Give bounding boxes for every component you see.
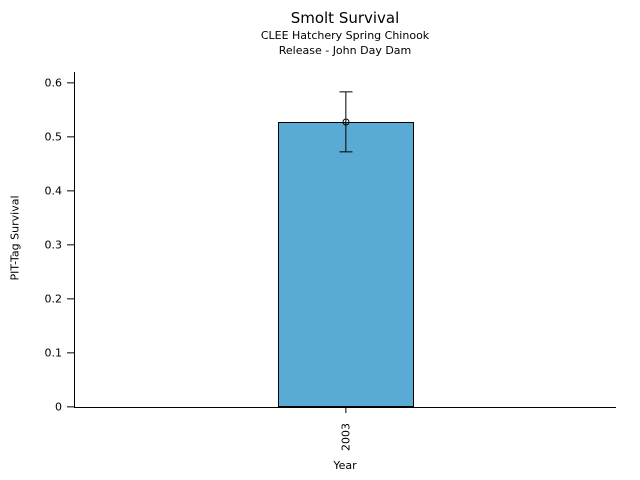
y-axis-tick-label: 0.2: [44, 292, 63, 306]
error-bar-cap-upper: [339, 91, 352, 93]
chart-title: Smolt Survival: [290, 9, 400, 27]
chart-subtitle-line-2: Release - John Day Dam: [278, 44, 412, 57]
y-axis-tick-label: 0.1: [44, 346, 63, 360]
y-axis-tick: [67, 136, 74, 138]
bar-2003: [277, 121, 414, 407]
y-axis-tick-label: 0.5: [44, 130, 63, 144]
x-axis-label: Year: [333, 459, 357, 472]
y-axis-tick-label: 0.6: [44, 76, 63, 90]
y-axis-tick: [67, 82, 74, 84]
point-estimate-marker: [342, 118, 349, 126]
chart-subtitle-line-1: CLEE Hatchery Spring Chinook: [260, 29, 430, 42]
y-axis-tick: [67, 406, 74, 408]
plot-area: 0 0.1 0.2 0.3 0.4 0.5 0.6 2003: [45, 72, 616, 451]
y-axis-tick-label: 0: [55, 400, 62, 414]
x-axis-tick-label: 2003: [339, 423, 352, 451]
y-axis-tick: [67, 298, 74, 300]
error-bar-cap-lower: [339, 151, 352, 153]
y-axis-tick: [67, 352, 74, 354]
y-axis-tick-label: 0.4: [44, 184, 63, 198]
y-axis-tick: [67, 190, 74, 192]
y-axis-label: PIT-Tag Survival: [8, 195, 22, 281]
y-axis-tick-label: 0.3: [44, 238, 63, 252]
x-axis-tick: [344, 408, 347, 413]
y-axis-tick: [67, 244, 74, 246]
